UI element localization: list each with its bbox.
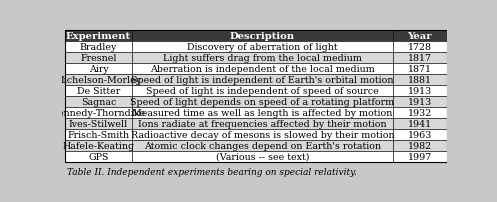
Bar (65, 151, 132, 162)
Bar (132, 151, 393, 162)
Text: 1913: 1913 (408, 87, 432, 96)
Text: Kennedy-Thorndike: Kennedy-Thorndike (52, 108, 146, 117)
Text: Discovery of aberration of light: Discovery of aberration of light (187, 43, 338, 52)
Text: Aberration is independent of the local medium: Aberration is independent of the local m… (150, 65, 375, 74)
Bar (65, 64, 132, 75)
Bar (132, 86, 393, 97)
Text: 1913: 1913 (408, 98, 432, 106)
Text: 1728: 1728 (408, 43, 432, 52)
Text: Experiment: Experiment (66, 32, 131, 41)
Text: Frisch-Smith: Frisch-Smith (68, 130, 130, 139)
Bar (65, 140, 132, 151)
Text: De Sitter: De Sitter (77, 87, 120, 96)
Bar (65, 107, 132, 118)
Bar (393, 75, 446, 86)
Text: 1982: 1982 (408, 141, 432, 150)
Bar (393, 53, 446, 64)
Bar (393, 129, 446, 140)
Text: 1871: 1871 (408, 65, 432, 74)
Text: Michelson-Morley: Michelson-Morley (55, 76, 142, 85)
Text: Speed of light depends on speed of a rotating platform: Speed of light depends on speed of a rot… (131, 98, 395, 106)
Text: 1963: 1963 (408, 130, 432, 139)
Text: GPS: GPS (88, 152, 109, 161)
Bar (132, 129, 393, 140)
Text: Description: Description (230, 32, 295, 41)
Text: Fresnel: Fresnel (81, 54, 117, 63)
Text: Radioactive decay of mesons is slowed by their motion: Radioactive decay of mesons is slowed by… (131, 130, 394, 139)
Bar (393, 107, 446, 118)
Bar (132, 75, 393, 86)
Bar (132, 97, 393, 107)
Bar (65, 118, 132, 129)
Bar (132, 140, 393, 151)
Bar (65, 75, 132, 86)
Bar (393, 31, 446, 42)
Text: Speed of light is independent of Earth's orbital motion: Speed of light is independent of Earth's… (131, 76, 394, 85)
Bar (132, 118, 393, 129)
Bar (65, 31, 446, 162)
Bar (393, 151, 446, 162)
Bar (132, 42, 393, 53)
Bar (393, 42, 446, 53)
Bar (393, 97, 446, 107)
Text: Airy: Airy (88, 65, 108, 74)
Text: Ions radiate at frequencies affected by their motion: Ions radiate at frequencies affected by … (138, 119, 387, 128)
Bar (393, 118, 446, 129)
Bar (65, 31, 132, 42)
Text: 1997: 1997 (408, 152, 432, 161)
Bar (65, 53, 132, 64)
Bar (132, 64, 393, 75)
Text: 1932: 1932 (408, 108, 432, 117)
Bar (65, 86, 132, 97)
Bar (65, 97, 132, 107)
Bar (393, 64, 446, 75)
Text: Ives-Stilwell: Ives-Stilwell (69, 119, 128, 128)
Text: 1817: 1817 (408, 54, 432, 63)
Text: 1881: 1881 (408, 76, 432, 85)
Bar (393, 86, 446, 97)
Text: Atomic clock changes depend on Earth's rotation: Atomic clock changes depend on Earth's r… (144, 141, 381, 150)
Text: Hafele-Keating: Hafele-Keating (63, 141, 135, 150)
Text: Measured time as well as length is affected by motion: Measured time as well as length is affec… (132, 108, 393, 117)
Text: Bradley: Bradley (80, 43, 117, 52)
Bar (65, 42, 132, 53)
Text: Speed of light is independent of speed of source: Speed of light is independent of speed o… (146, 87, 379, 96)
Bar (65, 129, 132, 140)
Bar (132, 31, 393, 42)
Text: Light suffers drag from the local medium: Light suffers drag from the local medium (163, 54, 362, 63)
Text: 1941: 1941 (408, 119, 432, 128)
Text: (Various -- see text): (Various -- see text) (216, 152, 309, 161)
Bar (132, 53, 393, 64)
Text: Sagnac: Sagnac (81, 98, 116, 106)
Bar (132, 107, 393, 118)
Bar (393, 140, 446, 151)
Text: Table II. Independent experiments bearing on special relativity.: Table II. Independent experiments bearin… (67, 167, 357, 176)
Text: Year: Year (408, 32, 432, 41)
